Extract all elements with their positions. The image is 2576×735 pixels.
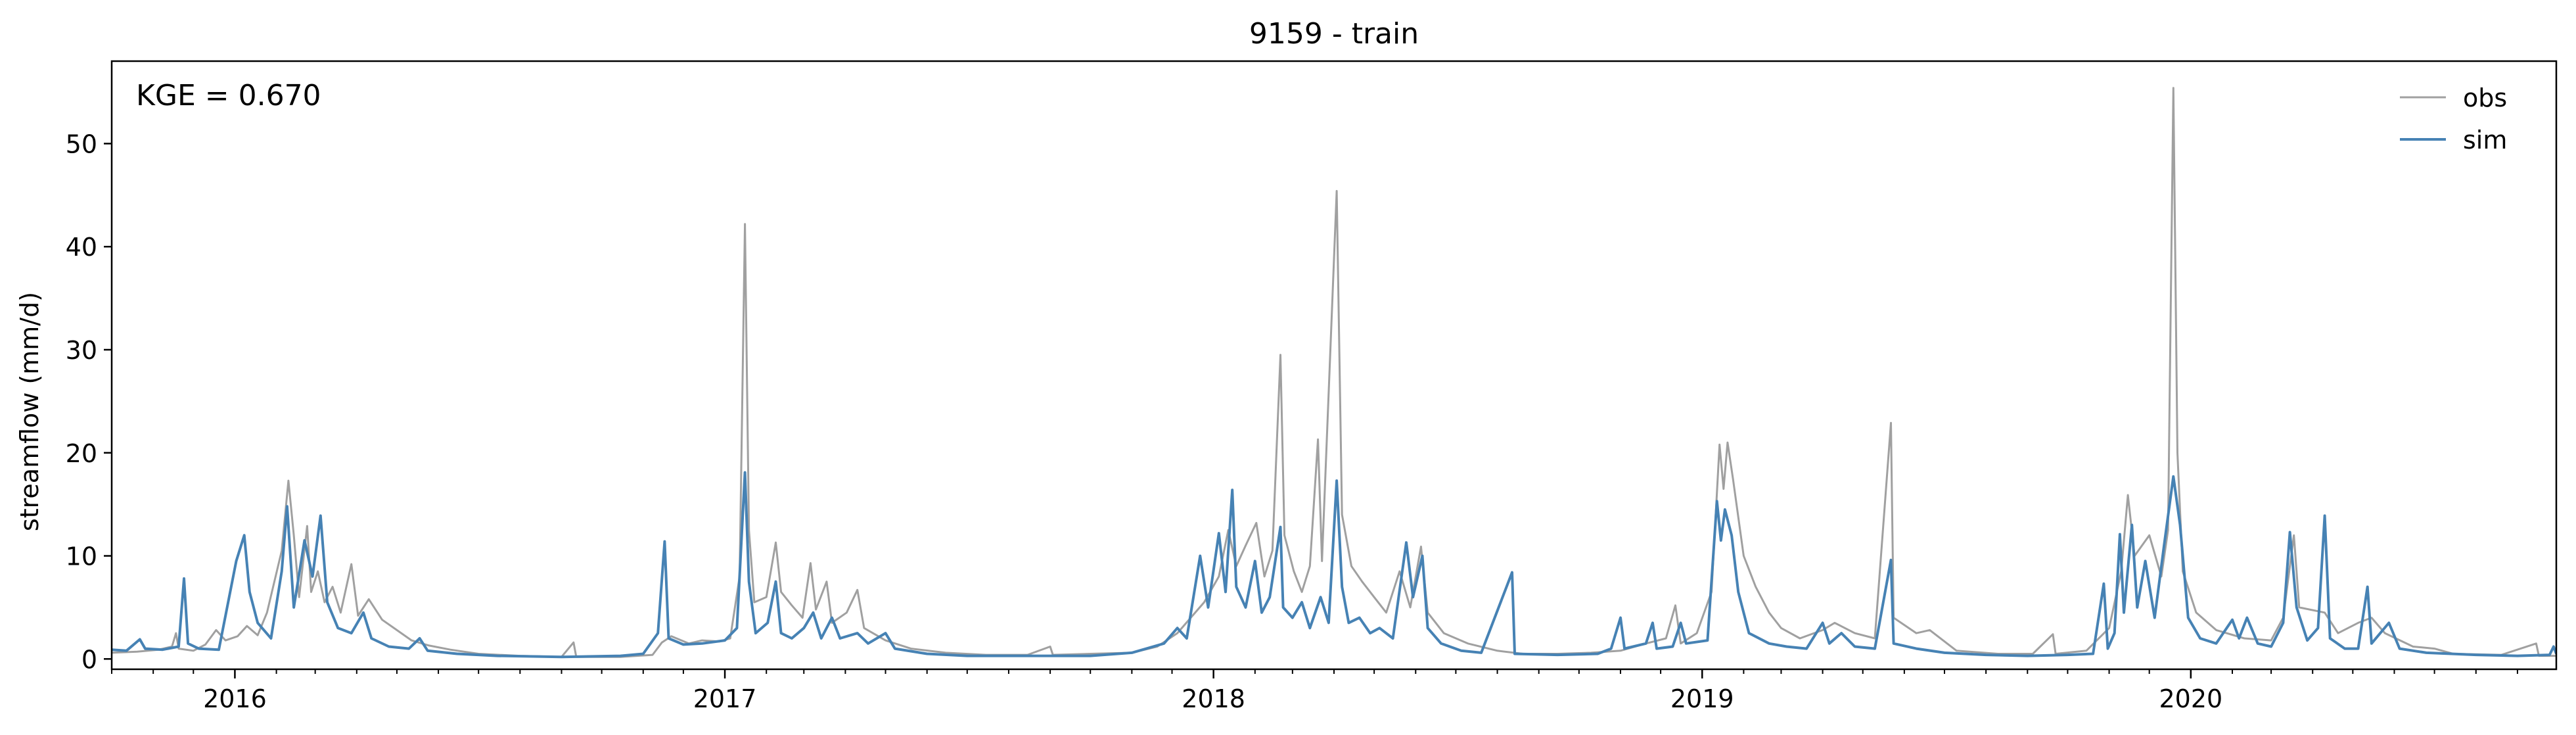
kge-annotation: KGE = 0.670 <box>136 79 321 112</box>
series-line-sim <box>112 471 2556 659</box>
x-tick-label: 2018 <box>1182 684 1245 713</box>
y-tick-label: 50 <box>66 130 97 158</box>
x-axis-ticks: 2016 2017 2018 2019 2020 <box>111 669 2518 713</box>
y-tick-label: 20 <box>66 439 97 468</box>
y-tick-label: 30 <box>66 336 97 365</box>
x-tick-label: 2016 <box>203 684 267 713</box>
x-tick-label: 2019 <box>1670 684 1734 713</box>
plot-area <box>112 87 2556 659</box>
legend-label-obs: obs <box>2463 83 2507 112</box>
legend: obs sim <box>2400 83 2507 154</box>
y-tick-label: 10 <box>66 542 97 571</box>
y-tick-label: 40 <box>66 233 97 262</box>
legend-label-sim: sim <box>2463 126 2507 154</box>
x-tick-label: 2020 <box>2159 684 2222 713</box>
y-tick-label: 0 <box>81 645 97 674</box>
y-axis-label: streamflow (mm/d) <box>15 292 44 531</box>
axes-frame <box>110 60 2558 671</box>
y-axis-ticks: 0 10 20 30 40 50 <box>66 130 112 674</box>
x-tick-label: 2017 <box>693 684 757 713</box>
chart-title: 9159 - train <box>1249 17 1419 51</box>
